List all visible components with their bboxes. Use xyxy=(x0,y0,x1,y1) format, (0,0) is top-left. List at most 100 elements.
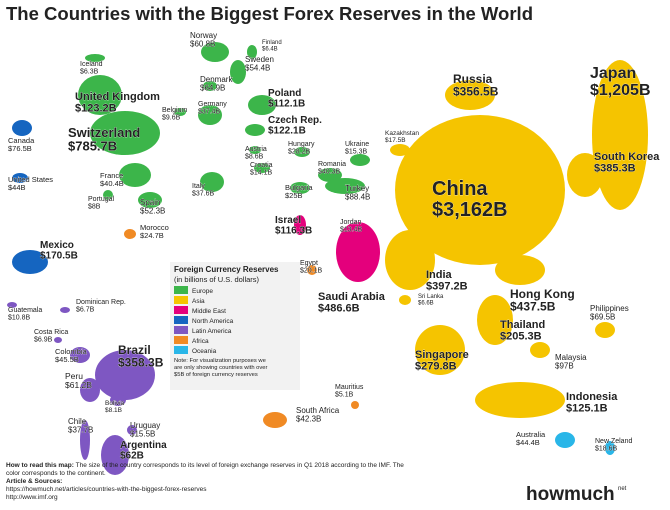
legend-swatch xyxy=(174,336,188,344)
country-value: $40.4B xyxy=(100,179,124,188)
country-name: Portugal xyxy=(88,196,115,203)
country-value: $97B xyxy=(555,361,574,370)
country-shape xyxy=(198,105,222,125)
country-value: $15.5B xyxy=(130,429,155,438)
legend-swatch xyxy=(174,346,188,354)
country-shape xyxy=(245,124,265,136)
country-shape xyxy=(350,154,370,166)
country-name: Italy xyxy=(192,183,205,190)
country-name: Israel xyxy=(275,215,301,226)
country-shape xyxy=(307,265,317,275)
country-name: Guatemala xyxy=(8,307,42,314)
country-name: Finland xyxy=(262,40,282,46)
country-value: $20.1B xyxy=(300,267,323,274)
country-value: $60.8B xyxy=(190,39,215,48)
country-value: $397.2B xyxy=(426,281,468,293)
country-shape xyxy=(80,378,100,402)
legend-box xyxy=(170,262,300,390)
country-shape xyxy=(290,182,310,194)
legend-swatch xyxy=(174,326,188,334)
country-name: South Korea xyxy=(594,151,660,163)
source: http://www.imf.org xyxy=(6,494,58,501)
country-value: $18.6B xyxy=(595,445,618,452)
country-name: Uruguay xyxy=(130,421,160,430)
country-name: New Zeland xyxy=(595,438,632,445)
legend-swatch xyxy=(174,296,188,304)
country-name: Spain xyxy=(140,198,160,207)
country-value: $44.4B xyxy=(516,438,540,447)
country-shape xyxy=(530,342,550,358)
country-shape xyxy=(60,307,70,313)
country-shape xyxy=(119,163,151,187)
country-name: Iceland xyxy=(80,61,103,68)
country-value: $28.2B xyxy=(288,148,311,155)
country-shape xyxy=(595,322,615,338)
legend: Foreign Currency Reserves (in billions o… xyxy=(170,262,300,390)
country-shape xyxy=(203,81,217,91)
country-shape xyxy=(70,347,90,363)
country-shape xyxy=(95,350,155,400)
country-value: $25B xyxy=(285,191,303,200)
country-name: Indonesia xyxy=(566,391,618,403)
country-shape xyxy=(12,173,28,183)
legend-title: Foreign Currency Reserves xyxy=(174,265,279,274)
country-name: Brazil xyxy=(118,343,151,357)
country-name: Hungary xyxy=(288,141,315,148)
country-name: Malaysia xyxy=(555,353,587,362)
country-value: $37.7B xyxy=(68,425,93,434)
country-value: $42.3B xyxy=(296,414,321,423)
footer: How to read this map: The size of the co… xyxy=(6,462,406,502)
country-value: $15.3B xyxy=(345,148,368,155)
country-shape xyxy=(567,153,603,197)
country-value: $52.3B xyxy=(140,206,165,215)
country-shape xyxy=(101,435,129,475)
country-shape xyxy=(592,60,648,210)
country-name: Hong Kong xyxy=(510,287,575,301)
country-value: $76.5B xyxy=(8,144,32,153)
country-value: $5.1B xyxy=(335,391,354,398)
country-shape xyxy=(399,295,411,305)
country-shape xyxy=(325,178,365,194)
country-value: $13.4B xyxy=(340,226,363,233)
country-shape xyxy=(80,420,90,460)
country-name: Mauritius xyxy=(335,384,364,391)
country-value: $10.8B xyxy=(8,314,31,321)
country-value: $45.5B xyxy=(55,355,79,364)
country-name: Peru xyxy=(65,371,83,381)
country-name: Germany xyxy=(198,101,227,108)
country-name: Costa Rica xyxy=(34,329,68,336)
country-name: Mexico xyxy=(40,240,74,251)
country-value: $44B xyxy=(8,183,26,192)
country-value: $437.5B xyxy=(510,300,556,314)
country-shape xyxy=(263,412,287,428)
country-name: Chile xyxy=(68,417,87,426)
country-shape xyxy=(605,441,615,455)
country-shape xyxy=(54,337,62,343)
country-value: $486.6B xyxy=(318,303,360,315)
country-name: Russia xyxy=(453,72,493,86)
country-name: India xyxy=(426,269,453,281)
country-value: $205.3B xyxy=(500,331,542,343)
country-shape xyxy=(294,215,306,235)
legend-label: Middle East xyxy=(192,308,226,315)
country-name: Dominican Rep. xyxy=(76,299,126,306)
country-value: $170.5B xyxy=(40,251,78,262)
country-value: $6.7B xyxy=(76,306,95,313)
country-name: Egypt xyxy=(300,260,318,267)
country-shape xyxy=(85,54,105,62)
country-value: $3,162B xyxy=(432,199,508,221)
country-name: France xyxy=(100,171,123,180)
country-shape xyxy=(12,250,48,274)
country-value: $123.2B xyxy=(75,103,117,115)
legend-swatch xyxy=(174,286,188,294)
country-name: Croatia xyxy=(250,162,273,169)
country-value: $17.5B xyxy=(385,137,406,144)
country-value: $6.4B xyxy=(262,46,278,52)
country-value: $1,205B xyxy=(590,82,651,99)
country-name: Poland xyxy=(268,88,301,99)
country-name: Sri Lanka xyxy=(418,294,444,300)
country-shape xyxy=(351,401,359,409)
country-shape xyxy=(138,192,162,208)
